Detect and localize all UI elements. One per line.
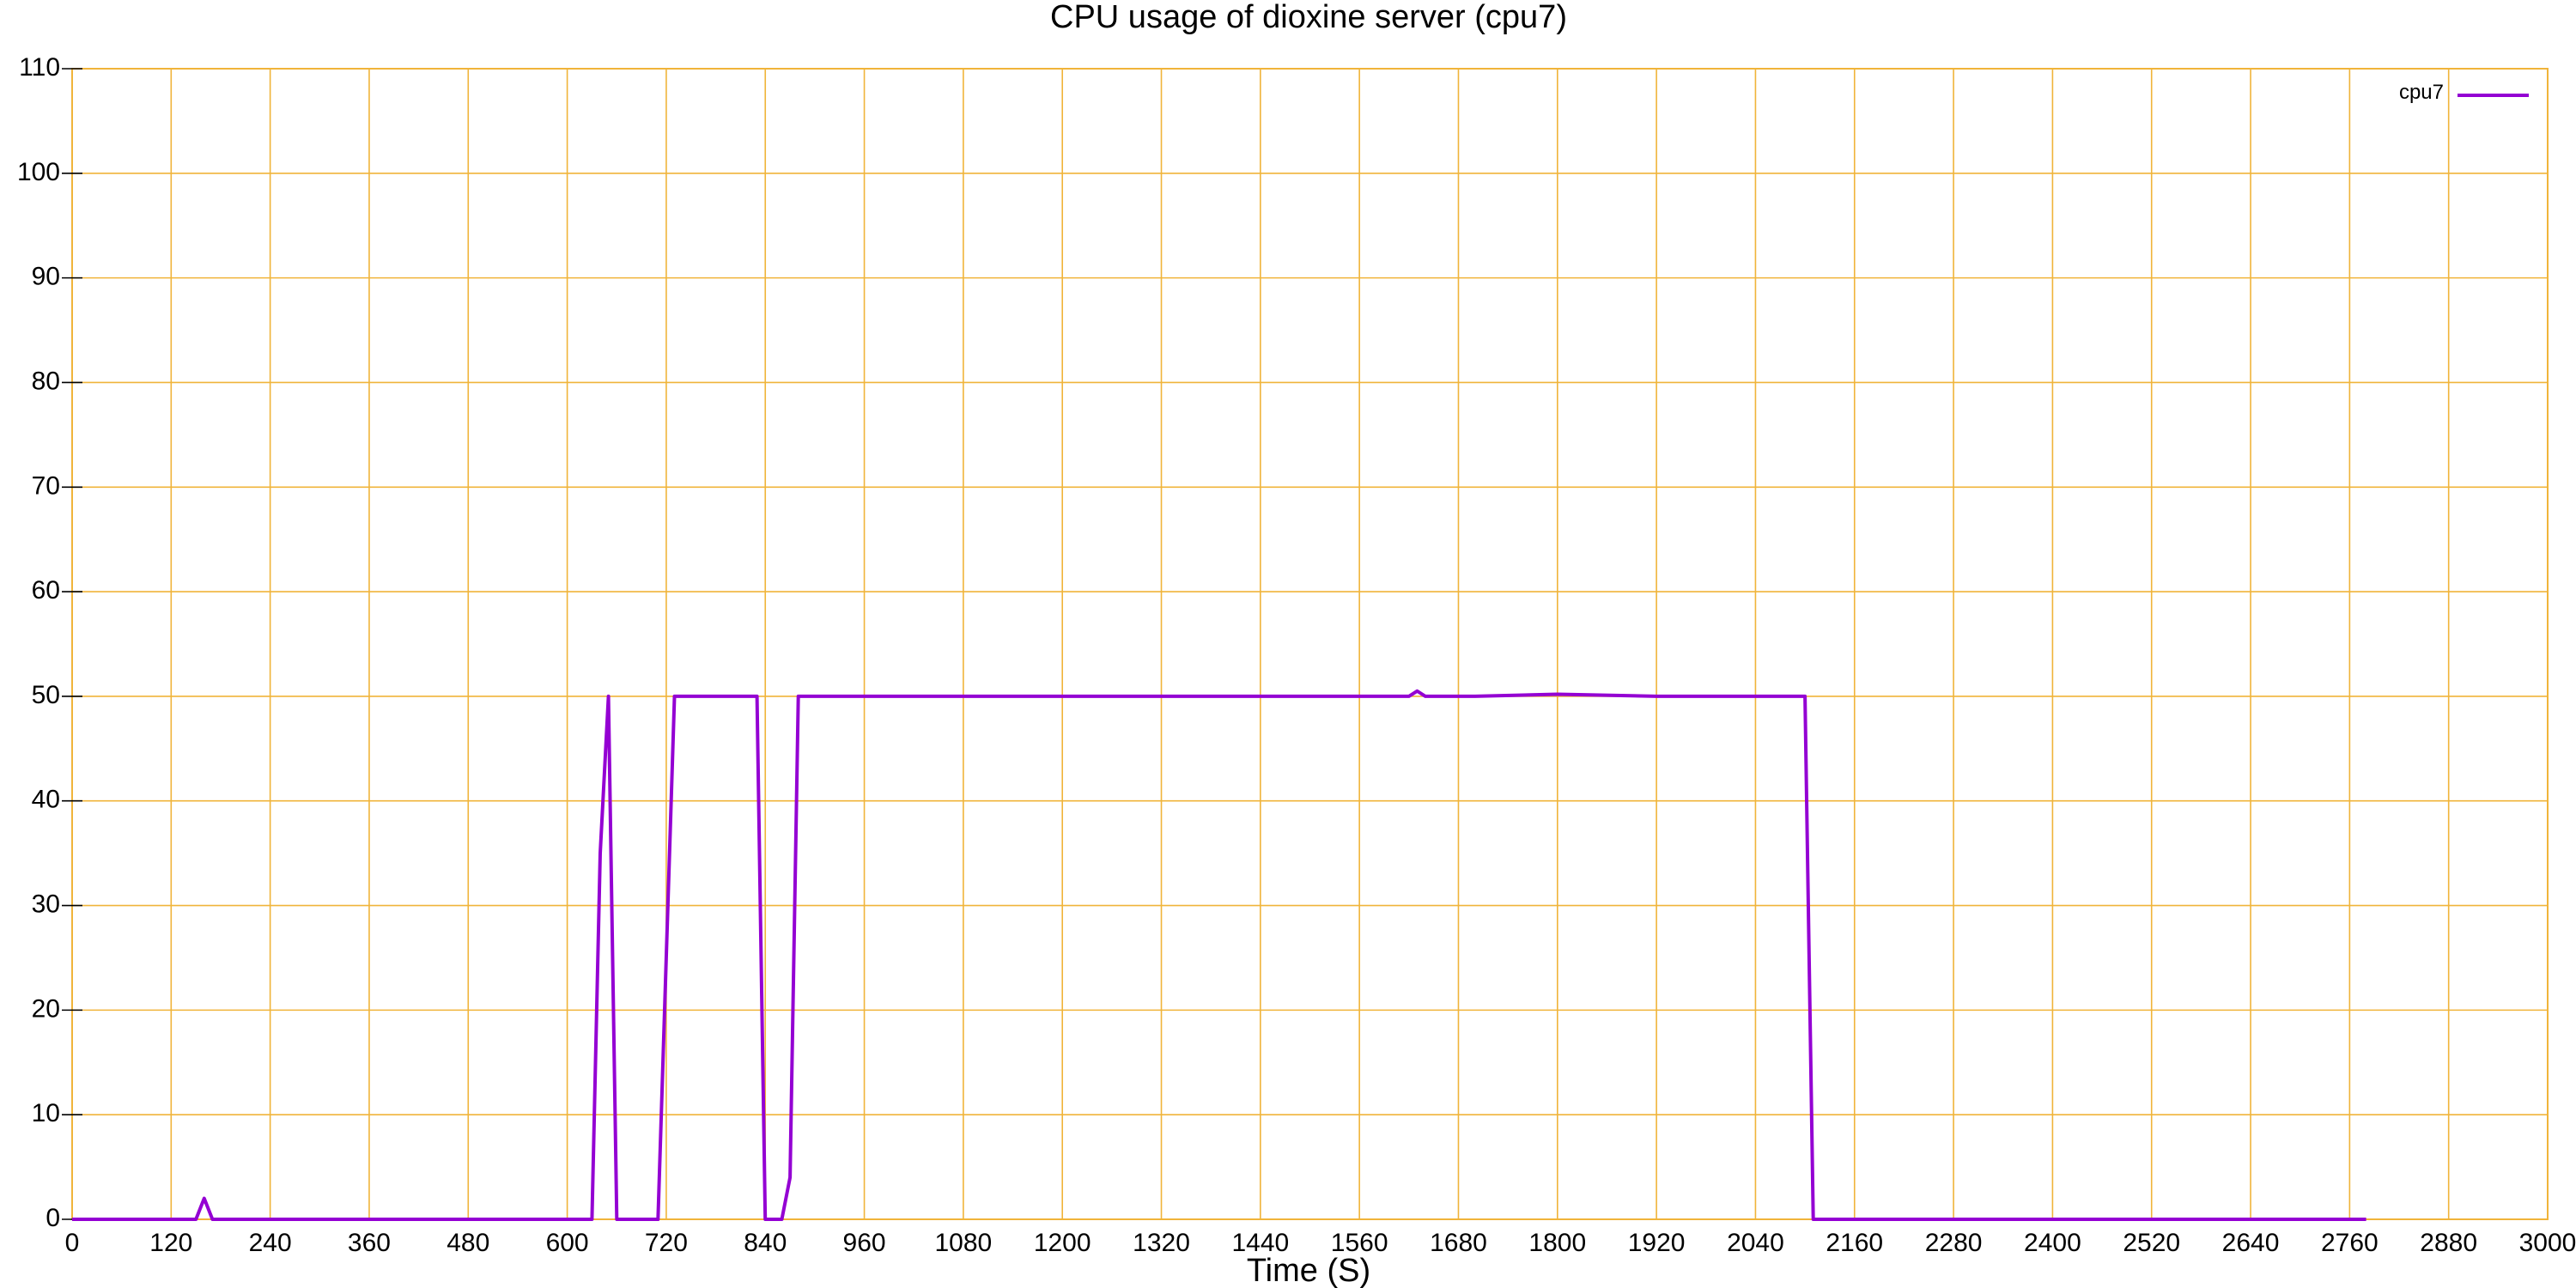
- x-tick-label: 0: [65, 1229, 80, 1257]
- x-tick-label: 2400: [2024, 1229, 2081, 1257]
- x-tick-label: 2640: [2222, 1229, 2280, 1257]
- x-tick-label: 1320: [1133, 1229, 1190, 1257]
- y-tick-label: 30: [32, 890, 60, 919]
- x-tick-label: 2520: [2123, 1229, 2180, 1257]
- y-tick-label: 110: [19, 53, 60, 82]
- x-tick-label: 1560: [1331, 1229, 1388, 1257]
- legend-label-cpu7: cpu7: [2399, 81, 2444, 104]
- y-tick-label: 50: [32, 681, 60, 709]
- x-tick-label: 2160: [1826, 1229, 1883, 1257]
- legend: cpu7: [2399, 81, 2529, 104]
- x-tick-label: 120: [149, 1229, 192, 1257]
- x-axis-ticks: 0 120 240 360 480 600 720 840 960 1080 1200 1320 144…: [65, 1229, 2576, 1257]
- x-tick-label: 840: [744, 1229, 787, 1257]
- x-tick-label: 1920: [1628, 1229, 1686, 1257]
- y-tick-label: 90: [32, 263, 60, 291]
- x-tick-label: 3000: [2519, 1229, 2576, 1257]
- x-tick-label: 2880: [2420, 1229, 2477, 1257]
- x-tick-label: 600: [546, 1229, 589, 1257]
- x-tick-label: 720: [645, 1229, 688, 1257]
- y-tick-label: 80: [32, 367, 60, 395]
- chart-title: CPU usage of dioxine server (cpu7): [1050, 0, 1567, 35]
- x-axis-label: Time (S): [1247, 1253, 1370, 1288]
- x-tick-label: 960: [843, 1229, 886, 1257]
- plot-border: [71, 68, 2549, 1220]
- y-tick-label: 40: [32, 786, 60, 814]
- x-tick-label: 2280: [1925, 1229, 1983, 1257]
- y-tick-label: 70: [32, 471, 60, 500]
- grid: [71, 68, 2549, 1220]
- series-layer: [72, 689, 2366, 1221]
- x-tick-label: 1200: [1034, 1229, 1091, 1257]
- y-tick-label: 20: [32, 994, 60, 1023]
- y-tick-label: 10: [32, 1099, 60, 1127]
- y-tick-label: 100: [17, 158, 60, 186]
- x-tick-label: 360: [348, 1229, 391, 1257]
- y-tick-label: 60: [32, 576, 60, 605]
- x-tick-label: 1440: [1231, 1229, 1289, 1257]
- x-tick-label: 1080: [935, 1229, 993, 1257]
- y-tick-label: 0: [46, 1204, 60, 1232]
- x-tick-label: 240: [249, 1229, 292, 1257]
- x-tick-label: 2760: [2321, 1229, 2379, 1257]
- x-tick-label: 480: [447, 1229, 489, 1257]
- x-tick-label: 1800: [1528, 1229, 1586, 1257]
- x-tick-label: 2040: [1727, 1229, 1784, 1257]
- x-tick-label: 1680: [1430, 1229, 1487, 1257]
- series-line-cpu7: [72, 689, 2366, 1221]
